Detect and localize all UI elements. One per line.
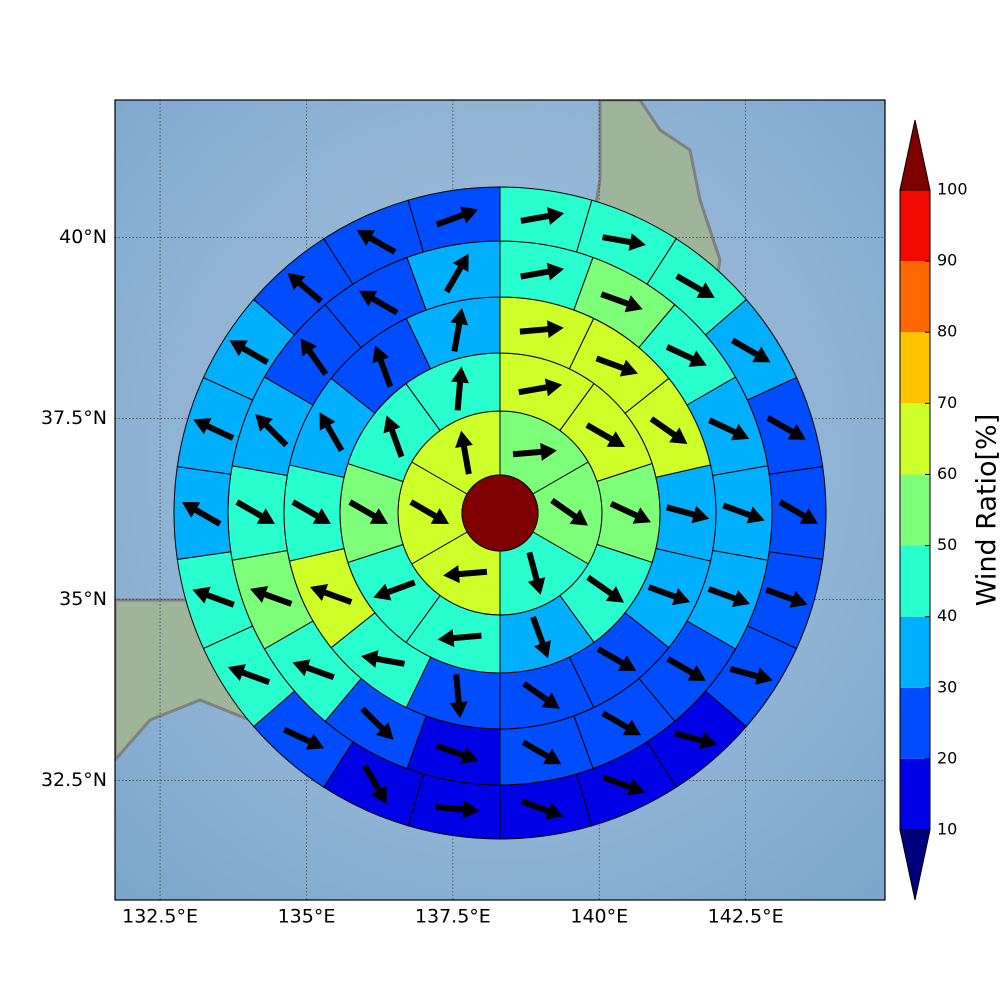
colorbar-tick-label: 20 — [937, 748, 957, 767]
colorbar-segment — [900, 261, 930, 332]
colorbar-tick-label: 50 — [937, 535, 957, 554]
colorbar-label: Wind Ratio[%] — [972, 414, 1000, 606]
colorbar-segment — [900, 332, 930, 403]
y-tick-label: 40°N — [59, 226, 107, 248]
y-tick-label: 32.5°N — [41, 769, 107, 791]
x-tick-label: 137.5°E — [415, 906, 491, 928]
colorbar-segment — [900, 403, 930, 474]
colorbar-segment — [900, 190, 930, 261]
colorbar-segment — [900, 546, 930, 617]
colorbar-tick-label: 100 — [937, 180, 968, 199]
colorbar-tick-label: 70 — [937, 393, 957, 412]
y-tick-label: 37.5°N — [41, 407, 107, 429]
x-tick-label: 142.5°E — [708, 906, 784, 928]
colorbar-tick-label: 30 — [937, 677, 957, 696]
x-tick-label: 135°E — [278, 906, 336, 928]
colorbar-segment — [900, 617, 930, 688]
map — [115, 100, 885, 900]
colorbar-tick-label: 60 — [937, 464, 957, 483]
colorbar: 10 20 30 40 50 60 70 80 90 100 — [900, 120, 968, 900]
colorbar-tick-label: 10 — [937, 820, 957, 839]
x-tick-label: 132.5°E — [122, 906, 198, 928]
center-disc — [462, 475, 538, 551]
colorbar-segment — [900, 759, 930, 830]
x-tick-label: 140°E — [570, 906, 628, 928]
colorbar-segment — [900, 688, 930, 759]
colorbar-extend-low — [900, 830, 930, 900]
colorbar-tick-label: 40 — [937, 606, 957, 625]
colorbar-extend-high — [900, 120, 930, 190]
colorbar-tick-label: 90 — [937, 251, 957, 270]
colorbar-segment — [900, 474, 930, 545]
colorbar-tick-label: 80 — [937, 322, 957, 341]
y-tick-label: 35°N — [59, 588, 107, 610]
